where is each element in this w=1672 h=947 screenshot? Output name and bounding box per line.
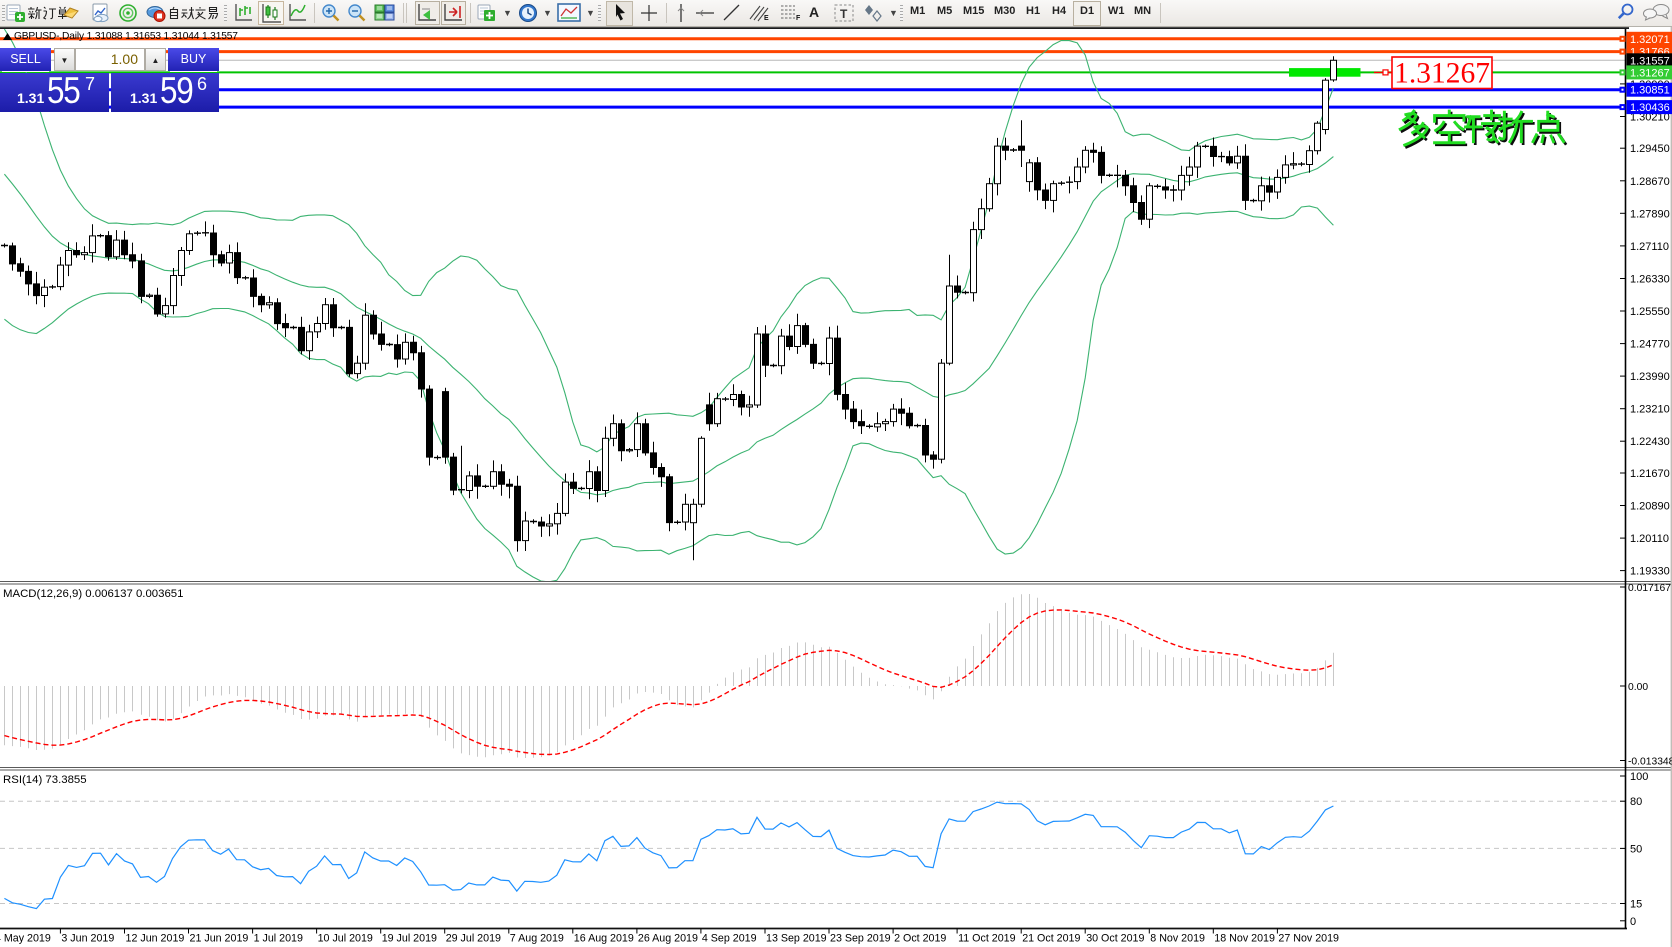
svg-text:1.31267: 1.31267 [1394,58,1490,90]
svg-text:1.23210: 1.23210 [1630,404,1670,416]
svg-text:1.20110: 1.20110 [1630,533,1669,545]
svg-text:RSI(14) 73.3855: RSI(14) 73.3855 [3,774,87,786]
svg-text:1.24770: 1.24770 [1630,339,1670,351]
svg-text:16 Aug 2019: 16 Aug 2019 [574,933,634,945]
svg-text:1.27890: 1.27890 [1630,208,1670,220]
svg-text:12 Jun 2019: 12 Jun 2019 [126,933,185,945]
svg-text:15: 15 [1630,899,1642,911]
svg-text:11 Oct 2019: 11 Oct 2019 [958,933,1015,945]
svg-text:27 Nov 2019: 27 Nov 2019 [1278,933,1339,945]
svg-text:29 Jul 2019: 29 Jul 2019 [446,933,501,945]
svg-text:1.27110: 1.27110 [1630,241,1669,253]
svg-text:0.017167: 0.017167 [1628,583,1671,594]
svg-text:1.20890: 1.20890 [1630,501,1670,513]
svg-text:GBPUSD-,Daily 1.31088 1.31653: GBPUSD-,Daily 1.31088 1.31653 1.31044 1.… [14,31,238,42]
svg-text:50: 50 [1630,843,1642,855]
svg-text:23 Sep 2019: 23 Sep 2019 [830,933,891,945]
svg-text:24 May 2019: 24 May 2019 [0,933,51,945]
svg-text:1.30210: 1.30210 [1630,112,1670,124]
svg-text:MACD(12,26,9) 0.006137 0.00365: MACD(12,26,9) 0.006137 0.003651 [3,588,183,600]
svg-text:0.00: 0.00 [1628,682,1648,693]
svg-text:1.30436: 1.30436 [1630,102,1670,114]
svg-text:T: T [840,7,848,21]
svg-text:-0.013348: -0.013348 [1628,757,1672,768]
svg-text:1.25550: 1.25550 [1630,306,1670,318]
svg-text:1.31267: 1.31267 [1630,67,1670,79]
svg-text:1.28670: 1.28670 [1630,176,1670,188]
svg-text:100: 100 [1630,771,1648,783]
svg-text:21 Oct 2019: 21 Oct 2019 [1022,933,1080,945]
svg-text:30 Oct 2019: 30 Oct 2019 [1086,933,1144,945]
svg-text:1.26330: 1.26330 [1630,274,1670,286]
svg-text:8 Nov 2019: 8 Nov 2019 [1150,933,1205,945]
svg-text:1.30851: 1.30851 [1630,85,1670,97]
svg-text:26 Aug 2019: 26 Aug 2019 [638,933,698,945]
svg-text:18 Nov 2019: 18 Nov 2019 [1214,933,1275,945]
svg-text:1.23990: 1.23990 [1630,371,1670,383]
svg-text:0: 0 [1630,916,1636,928]
svg-text:1.19330: 1.19330 [1630,566,1670,578]
svg-text:1.31557: 1.31557 [1630,55,1670,67]
svg-text:1.21670: 1.21670 [1630,468,1670,480]
svg-text:13 Sep 2019: 13 Sep 2019 [766,933,827,945]
svg-text:F: F [796,15,801,22]
svg-text:10 Jul 2019: 10 Jul 2019 [318,933,373,945]
svg-text:4 Sep 2019: 4 Sep 2019 [702,933,757,945]
svg-text:1.22430: 1.22430 [1630,436,1670,448]
svg-text:3 Jun 2019: 3 Jun 2019 [61,933,114,945]
svg-text:E: E [764,15,769,22]
svg-text:7 Aug 2019: 7 Aug 2019 [510,933,564,945]
svg-text:19 Jul 2019: 19 Jul 2019 [382,933,437,945]
svg-text:1 Jul 2019: 1 Jul 2019 [254,933,303,945]
svg-text:1.29450: 1.29450 [1630,143,1670,155]
svg-text:21 Jun 2019: 21 Jun 2019 [190,933,249,945]
svg-text:2 Oct 2019: 2 Oct 2019 [894,933,946,945]
svg-text:80: 80 [1630,796,1642,808]
svg-text:1.32071: 1.32071 [1630,34,1670,46]
